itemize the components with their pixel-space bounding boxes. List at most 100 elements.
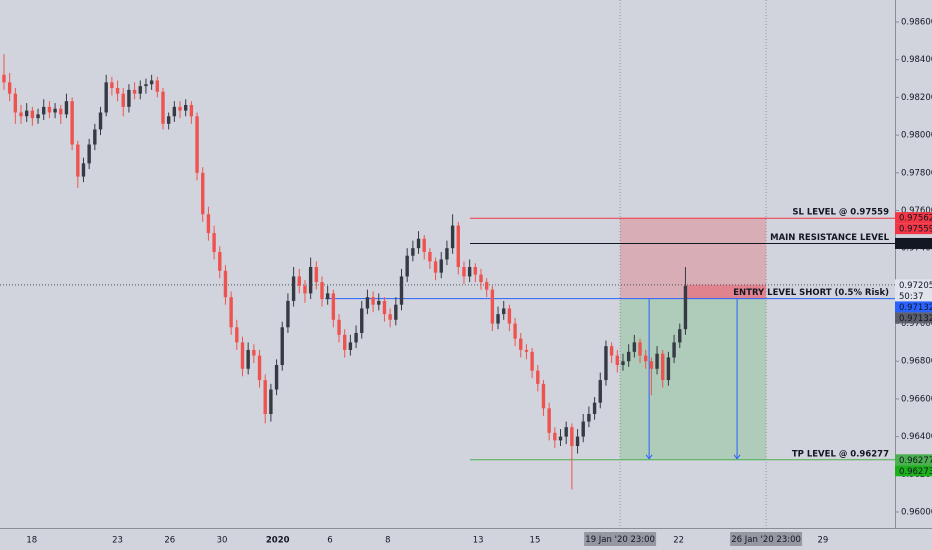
candle-body <box>36 114 40 119</box>
candle-body <box>195 116 199 173</box>
candle-body <box>547 408 551 433</box>
open-loss-zone <box>685 284 767 299</box>
candle-body <box>365 297 370 309</box>
candle-body <box>343 334 347 350</box>
candle-body <box>388 314 392 320</box>
candle-body <box>161 91 165 124</box>
candle-body <box>553 432 557 441</box>
price-box-label: 0.96273 <box>899 467 932 477</box>
candle-body <box>53 108 57 113</box>
candle-body <box>81 163 86 177</box>
x-tick-label: 8 <box>385 536 390 546</box>
candle-body <box>462 267 466 277</box>
candle-body <box>479 274 483 283</box>
candle-body <box>496 314 500 324</box>
candle-body <box>428 251 432 262</box>
candle-body <box>155 80 160 92</box>
candle-body <box>87 144 91 164</box>
candle-body <box>592 402 597 414</box>
candle-body <box>331 293 336 320</box>
candle-body <box>274 365 279 390</box>
candle-body <box>206 214 211 234</box>
x-tick-label: 6 <box>327 536 332 546</box>
candle-body <box>490 289 495 324</box>
candle-body <box>337 319 341 335</box>
target-zone <box>620 298 767 460</box>
candle-body <box>172 106 177 117</box>
candle-body <box>24 110 29 117</box>
candle-body <box>575 436 580 447</box>
x-tick-label: 18 <box>26 536 37 546</box>
candle-body <box>286 300 290 328</box>
candle-body <box>121 93 125 107</box>
candle-body <box>621 361 625 366</box>
candle-body <box>678 329 682 343</box>
candle-body <box>581 421 585 437</box>
candle-body <box>655 353 659 369</box>
price-box-label: 0.97559 <box>899 225 932 235</box>
range-label-box <box>730 532 803 546</box>
candle-body <box>536 370 540 384</box>
candle-body <box>382 300 387 315</box>
candle-body <box>64 101 69 115</box>
candle-body <box>643 355 648 362</box>
candle-body <box>98 112 103 130</box>
x-tick-label: 13 <box>473 536 484 546</box>
candle-body <box>280 327 284 366</box>
candle-body <box>201 172 205 215</box>
price-box-label: 0.97205 <box>899 281 932 291</box>
arrow-head <box>645 454 653 460</box>
candle-body <box>649 361 654 369</box>
candle-body <box>183 104 188 111</box>
candle-body <box>587 413 591 422</box>
candle-body <box>354 332 358 343</box>
price-box <box>895 465 932 477</box>
candle-body <box>519 338 523 350</box>
price-box <box>895 279 932 291</box>
candle-body <box>178 106 182 111</box>
price-box <box>895 312 932 324</box>
candle-body <box>2 74 6 83</box>
candle-body <box>377 300 381 305</box>
candle-body <box>484 282 489 290</box>
candle-body <box>666 357 671 381</box>
candle-body <box>570 427 574 447</box>
candle-body <box>13 93 18 113</box>
candle-body <box>240 342 245 369</box>
level-label: MAIN RESISTANCE LEVEL <box>770 233 889 243</box>
candle-body <box>530 351 534 371</box>
candle-body <box>638 342 642 356</box>
candle-body <box>269 389 273 414</box>
candle-body <box>235 327 239 343</box>
candle-body <box>144 84 148 87</box>
candle-body <box>456 225 460 268</box>
candle-body <box>93 129 97 145</box>
candle-body <box>308 267 313 294</box>
level-label: TP LEVEL @ 0.96277 <box>792 449 889 459</box>
level-label: ENTRY LEVEL SHORT (0.5% Risk) <box>733 288 889 298</box>
x-tick-label: 26 <box>164 536 175 546</box>
price-box <box>895 237 932 249</box>
x-tick-label: 23 <box>112 536 123 546</box>
candle-body <box>450 225 455 249</box>
candle-body <box>59 108 63 115</box>
range-label-box <box>584 532 657 546</box>
price-box <box>895 454 932 466</box>
candle-body <box>416 238 421 249</box>
range-label: 26 Jan '20 23:00 <box>731 535 801 545</box>
candle-body <box>632 342 637 352</box>
candle-body <box>473 267 478 275</box>
candle-body <box>246 349 250 369</box>
price-box <box>895 290 932 302</box>
candle-body <box>422 238 426 252</box>
candle-body <box>218 251 222 271</box>
candle-body <box>166 116 171 124</box>
candle-body <box>513 323 517 339</box>
